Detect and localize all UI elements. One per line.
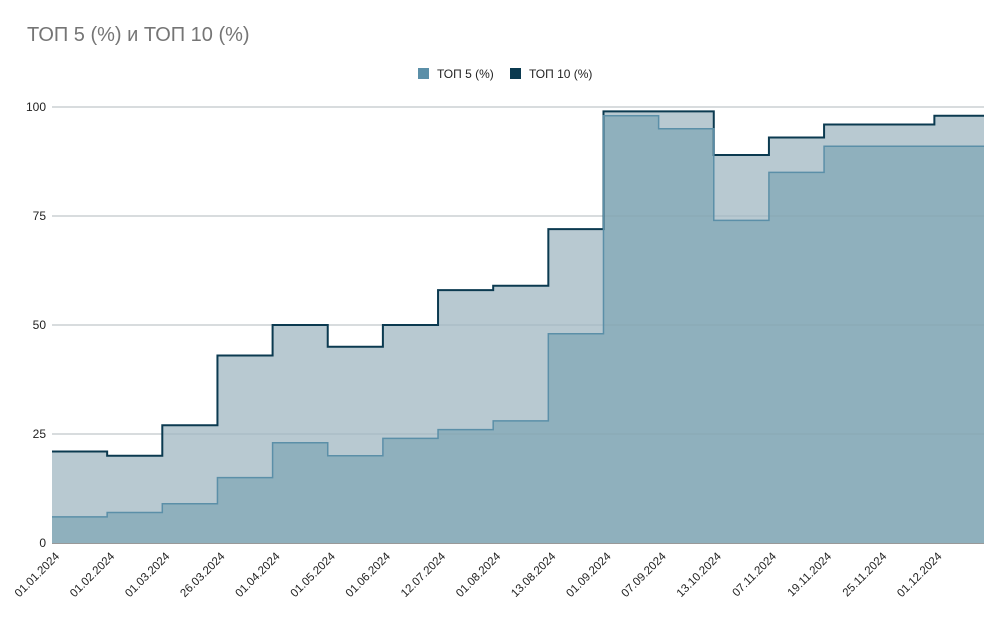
- x-tick-label: 01.04.2024: [234, 550, 284, 600]
- x-tick-label: 07.11.2024: [730, 550, 779, 599]
- x-tick-label: 01.09.2024: [564, 550, 614, 600]
- y-tick-label: 100: [26, 100, 46, 114]
- x-tick-label: 01.05.2024: [289, 550, 339, 600]
- y-tick-label: 0: [39, 536, 46, 550]
- chart-title: ТОП 5 (%) и ТОП 10 (%): [27, 24, 250, 46]
- series-line-top5: [52, 114, 984, 518]
- x-tick-label: 01.02.2024: [68, 550, 118, 600]
- x-tick-label: 01.08.2024: [454, 550, 504, 600]
- x-tick-label: 26.03.2024: [178, 550, 228, 600]
- legend-label-top10: ТОП 10 (%): [529, 67, 592, 81]
- series-area-top5: [52, 115, 984, 543]
- x-tick-label: 12.07.2024: [399, 550, 449, 600]
- y-tick-label: 50: [33, 318, 47, 332]
- legend-swatch-top10: [510, 68, 521, 79]
- x-tick-label: 25.11.2024: [841, 550, 890, 599]
- series-line-top10: [52, 110, 984, 457]
- legend-swatch-top5: [418, 68, 429, 79]
- legend-label-top5: ТОП 5 (%): [437, 67, 494, 81]
- x-tick-label: 01.01.2024: [13, 550, 63, 600]
- y-tick-label: 25: [33, 427, 47, 441]
- x-tick-label: 19.11.2024: [786, 550, 835, 599]
- y-tick-label: 75: [33, 209, 47, 223]
- x-tick-label: 01.12.2024: [895, 550, 945, 600]
- x-tick-label: 07.09.2024: [620, 550, 670, 600]
- x-tick-label: 01.06.2024: [344, 550, 394, 600]
- x-tick-label: 01.03.2024: [123, 550, 173, 600]
- x-tick-label: 13.10.2024: [675, 550, 725, 600]
- x-tick-label: 13.08.2024: [509, 550, 559, 600]
